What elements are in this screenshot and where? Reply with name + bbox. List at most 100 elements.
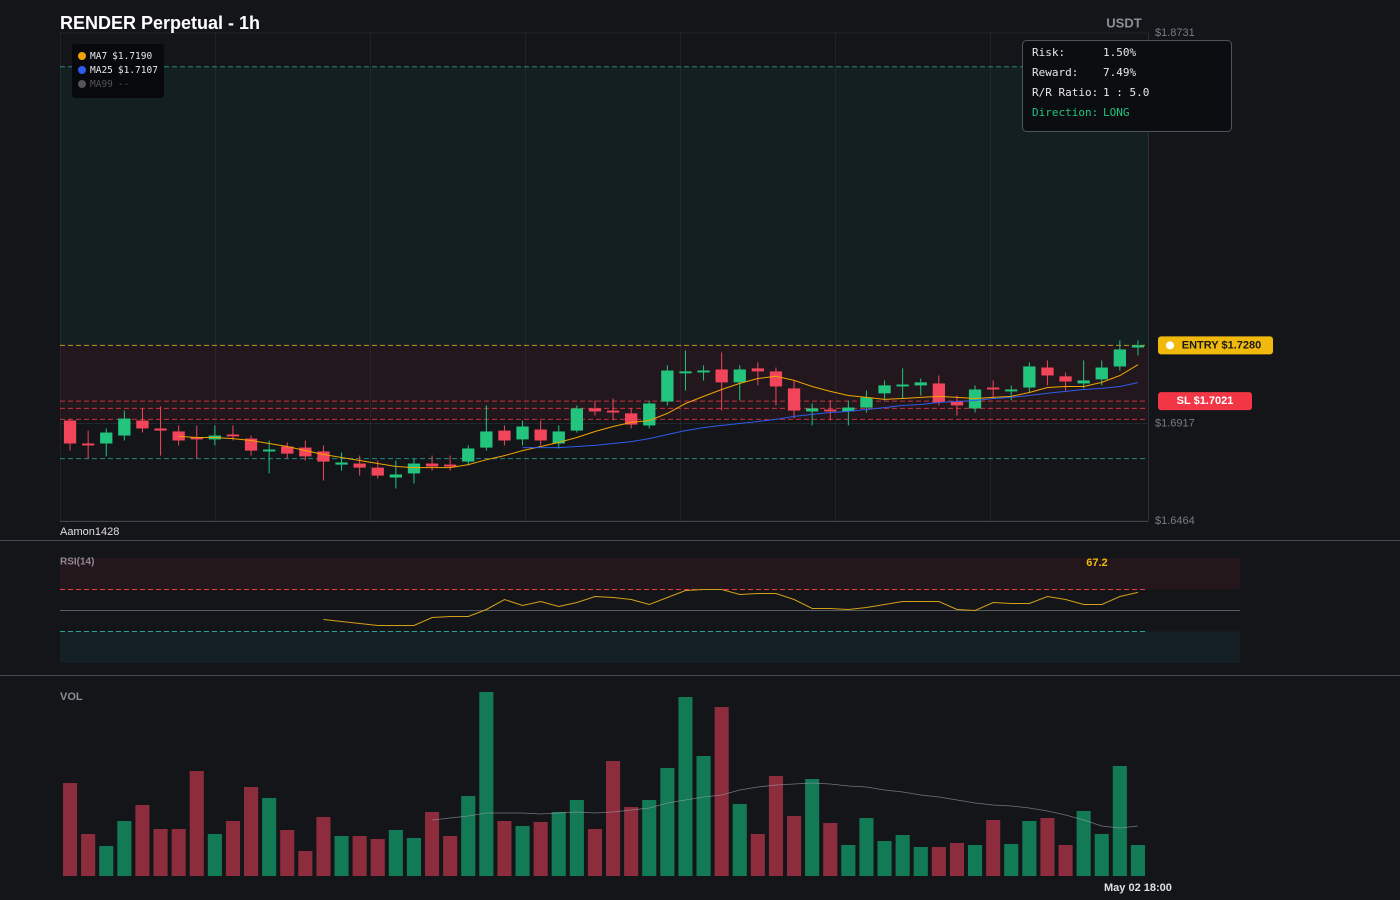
vertical-grid [60,33,991,521]
volume-title: VOL [60,691,83,703]
candle-body [1077,380,1090,384]
candle-body [534,429,547,441]
volume-bar [99,846,114,876]
candle-body [805,408,819,412]
moving-average-line [178,364,1139,469]
volume-bar [714,707,729,876]
volume-average-line [432,782,1139,829]
y-tick-label: $1.8731 [1155,27,1195,39]
candle-body [389,474,403,478]
legend-entry: MA25 $1.7107 [90,65,158,76]
candle-body [697,370,710,373]
level-badge-bg [1158,336,1273,355]
legend-swatch [78,80,86,88]
candle-body [751,368,765,372]
candle-body [733,369,746,383]
volume-bar [153,829,168,876]
volume-bar [1094,834,1109,876]
volume-bar [189,771,204,876]
legend-name: MA99 [90,79,113,90]
candle-body [244,438,258,451]
zone [60,631,1240,663]
candle-body [643,403,656,426]
zone [60,345,1148,420]
candle-body [480,431,493,448]
legend-value: -- [118,79,129,90]
level-badge-label: SL $1.7021 [1177,395,1234,407]
candle-body [878,385,891,394]
volume-bar [805,779,820,876]
volume-bar [551,812,566,876]
rsi-value-label: 67.2 [1086,557,1107,569]
volume-bar [316,817,331,876]
x-tick-label: May 02 18:00 [1104,882,1172,894]
candle-body [353,463,366,468]
candle-body [932,383,946,403]
candle-body [1005,389,1018,392]
watermark: Aamon1428 [60,526,119,538]
volume-bar [479,692,494,876]
volume-bar [605,761,621,876]
volume-bar [768,776,784,876]
volume-bar [461,796,476,876]
volume-bar [135,805,150,876]
candle-body [262,449,276,452]
legend-name: MA25 [90,65,113,76]
candle-body [1023,366,1036,388]
volume-bar [497,821,512,876]
candle-body [914,382,927,386]
volume-bar [949,843,965,876]
candle-body [516,426,529,440]
info-value: 1 : 5.0 [1103,86,1149,99]
volume-bar [225,821,241,876]
ma-legend-bg [72,44,164,98]
legend-name: MA7 [90,51,107,62]
volume-bar [280,830,295,876]
volume-bar [732,804,747,876]
y-tick-label: $1.6464 [1155,515,1195,527]
volume-bar [1058,845,1073,876]
legend-entry: MA7 $1.7190 [90,51,152,62]
volume-bar [298,851,313,876]
candle-body [1095,367,1108,380]
candle-body [462,448,475,462]
volume-bar [81,834,96,876]
candle-body [950,401,964,406]
volume-bar [1022,821,1037,876]
candle-body [842,407,855,412]
candle-body [407,463,421,474]
legend-swatch [78,52,86,60]
volume-bar [62,783,78,876]
candle-body [606,410,620,413]
info-box-bg [1022,40,1232,132]
volume-bar [660,768,675,876]
volume-bar [696,756,711,876]
level-badge-label: ENTRY $1.7280 [1182,339,1262,351]
info-label: Reward: [1032,66,1078,79]
info-value: 7.49% [1103,66,1136,79]
candle-body [371,467,384,476]
volume-bar [515,826,530,876]
candle-body [860,397,873,408]
volume-bar [823,823,838,876]
volume-bar [370,839,385,876]
volume-bar [786,816,802,876]
candle-body [715,369,728,383]
rsi-title: RSI(14) [60,557,94,568]
candle-body [787,388,801,411]
level-badge: SL $1.7021 [1158,392,1252,411]
info-label: Direction: [1032,106,1098,119]
volume-bar [262,798,277,876]
candle-body [118,418,131,436]
candle-body [154,428,167,431]
volume-bar [967,845,983,876]
volume-bar [859,818,874,876]
candle-body [588,408,602,412]
info-label: R/R Ratio: [1032,86,1098,99]
candle-body [986,387,1000,390]
y-tick-label: $1.6917 [1155,417,1195,429]
volume-bar [750,834,765,876]
ma-legend: MA7 $1.7190 MA25 $1.7107 MA99 -- [72,44,164,98]
volume-bar [1040,818,1055,876]
